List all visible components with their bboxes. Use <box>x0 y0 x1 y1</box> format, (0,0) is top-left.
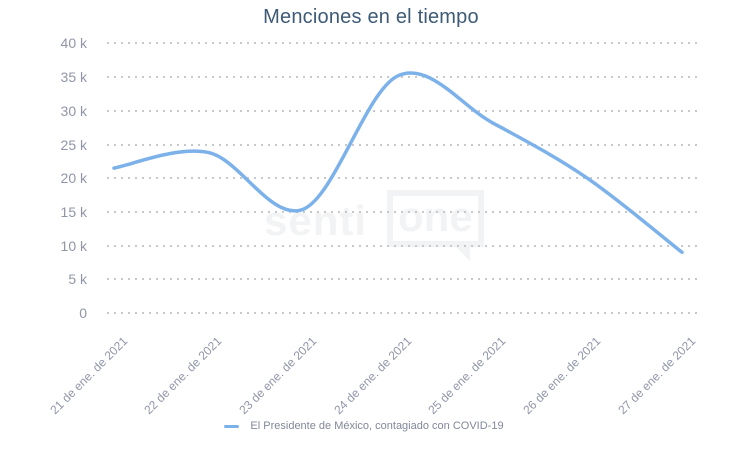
sentione-watermark: senti one <box>264 190 484 261</box>
chart-title: Menciones en el tiempo <box>263 6 479 28</box>
y-axis-tick-label: 30 k <box>60 102 87 119</box>
x-axis-tick-label: 27 de ene. de 2021 <box>614 334 698 418</box>
y-axis-tick-label: 5 k <box>68 271 87 288</box>
gridline <box>107 278 701 281</box>
gridline <box>107 42 701 45</box>
gridline <box>107 312 701 314</box>
x-axis-tick-label: 26 de ene. de 2021 <box>520 334 604 418</box>
gridline <box>107 210 701 213</box>
x-axis-tick-label: 22 de ene. de 2021 <box>141 334 225 418</box>
y-axis-tick-label: 10 k <box>60 237 87 254</box>
watermark-text: senti <box>264 197 368 244</box>
y-axis-tick-label: 25 k <box>60 136 87 153</box>
watermark-boxed-text: one <box>398 193 473 240</box>
y-axis-tick-label: 20 k <box>60 170 87 187</box>
gridline <box>107 109 701 112</box>
y-axis-tick-label: 35 k <box>60 69 87 86</box>
watermark-bubble-tail-icon <box>454 246 470 261</box>
x-axis-tick-label: 23 de ene. de 2021 <box>236 334 320 418</box>
gridline <box>107 177 701 180</box>
y-axis-tick-label: 15 k <box>60 203 87 220</box>
legend-line-swatch <box>224 424 240 428</box>
watermark-speech-bubble: one <box>387 190 484 261</box>
x-axis-tick-label: 25 de ene. de 2021 <box>425 334 509 418</box>
gridline <box>107 244 701 247</box>
x-axis-tick-label: 21 de ene. de 2021 <box>46 334 130 418</box>
gridline <box>107 76 701 79</box>
gridline <box>107 143 701 146</box>
legend-label: El Presidente de México, contagiado con … <box>250 420 504 432</box>
y-axis-tick-label: 40 k <box>60 35 87 52</box>
y-axis-tick-label: 0 <box>79 305 87 321</box>
x-axis-tick-label: 24 de ene. de 2021 <box>330 334 414 418</box>
legend-item[interactable]: El Presidente de México, contagiado con … <box>0 420 728 432</box>
